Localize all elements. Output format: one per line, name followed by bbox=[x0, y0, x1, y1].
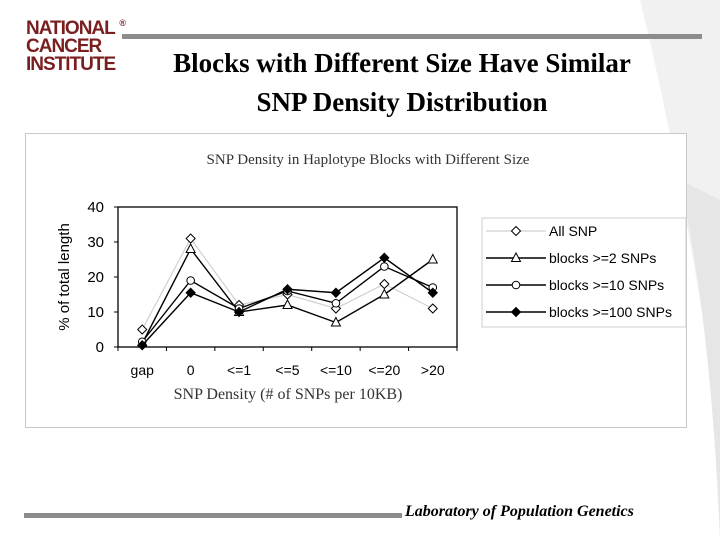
legend-label-2: blocks >=10 SNPs bbox=[549, 277, 664, 293]
footer-lab-name: Laboratory of Population Genetics bbox=[405, 503, 634, 520]
data-point-s3-3 bbox=[282, 284, 293, 295]
y-tick-label-0: 0 bbox=[96, 339, 104, 356]
data-point-s1-6 bbox=[427, 253, 439, 264]
data-point-s2-1 bbox=[186, 276, 195, 285]
y-axis-label: % of total length bbox=[56, 223, 73, 331]
legend-marker-2 bbox=[511, 280, 521, 290]
data-point-s3-2 bbox=[233, 306, 245, 318]
legend-marker-3 bbox=[510, 306, 522, 318]
y-tick-label-1: 10 bbox=[87, 304, 104, 321]
data-point-s2-5 bbox=[380, 262, 389, 271]
data-point-s0-6 bbox=[427, 303, 438, 314]
data-point-s3-5 bbox=[379, 252, 390, 263]
x-tick-label-5: <=20 bbox=[368, 362, 400, 378]
data-point-s3-1 bbox=[185, 287, 196, 298]
slide-title: Blocks with Different Size Have Similar … bbox=[122, 44, 682, 122]
x-tick-label-6: >20 bbox=[421, 362, 445, 378]
data-point-s3-4 bbox=[330, 287, 342, 298]
data-point-s1-1 bbox=[185, 242, 196, 253]
y-tick-label-3: 30 bbox=[87, 234, 104, 251]
chart-frame: SNP Density in Haplotype Blocks with Dif… bbox=[25, 133, 687, 428]
snp-density-chart: SNP Density in Haplotype Blocks with Dif… bbox=[56, 152, 686, 403]
x-tick-label-2: <=1 bbox=[227, 362, 251, 378]
legend-label-3: blocks >=100 SNPs bbox=[549, 304, 672, 320]
logo-line-national: NATIONAL bbox=[26, 18, 116, 39]
plot-area bbox=[117, 206, 458, 348]
legend-marker-1 bbox=[510, 251, 522, 262]
x-tick-label-4: <=10 bbox=[320, 362, 352, 378]
data-point-s1-5 bbox=[379, 288, 390, 299]
x-tick-label-3: <=5 bbox=[275, 362, 299, 378]
logo-line-institute: INSTITUTE bbox=[26, 54, 116, 75]
y-tick-label-2: 20 bbox=[87, 269, 104, 286]
x-tick-label-0: gap bbox=[131, 362, 155, 378]
data-point-s1-3 bbox=[282, 298, 293, 309]
slide-title-line-1: Blocks with Different Size Have Similar bbox=[173, 48, 631, 78]
background-swoosh bbox=[640, 0, 720, 540]
nci-logo: ® NATIONAL CANCER INSTITUTE bbox=[26, 18, 126, 78]
y-tick-label-4: 40 bbox=[87, 199, 104, 216]
slide-title-line-2: SNP Density Distribution bbox=[256, 87, 548, 117]
legend-label-1: blocks >=2 SNPs bbox=[549, 250, 656, 266]
footer-rule bbox=[24, 513, 402, 518]
x-tick-label-1: 0 bbox=[187, 362, 195, 378]
legend-label-0: All SNP bbox=[549, 223, 597, 239]
data-point-s3-0 bbox=[137, 340, 148, 351]
legend-marker-0 bbox=[510, 225, 522, 237]
x-axis-label: SNP Density (# of SNPs per 10KB) bbox=[174, 386, 403, 403]
data-point-s3-6 bbox=[427, 287, 438, 298]
title-rule bbox=[122, 34, 702, 39]
chart-title: SNP Density in Haplotype Blocks with Dif… bbox=[207, 152, 530, 168]
logo-registered-mark: ® bbox=[119, 18, 126, 28]
data-point-s1-4 bbox=[330, 316, 342, 327]
logo-line-cancer: CANCER bbox=[26, 36, 102, 57]
data-point-s2-4 bbox=[331, 298, 341, 308]
data-point-s0-0 bbox=[137, 324, 148, 335]
